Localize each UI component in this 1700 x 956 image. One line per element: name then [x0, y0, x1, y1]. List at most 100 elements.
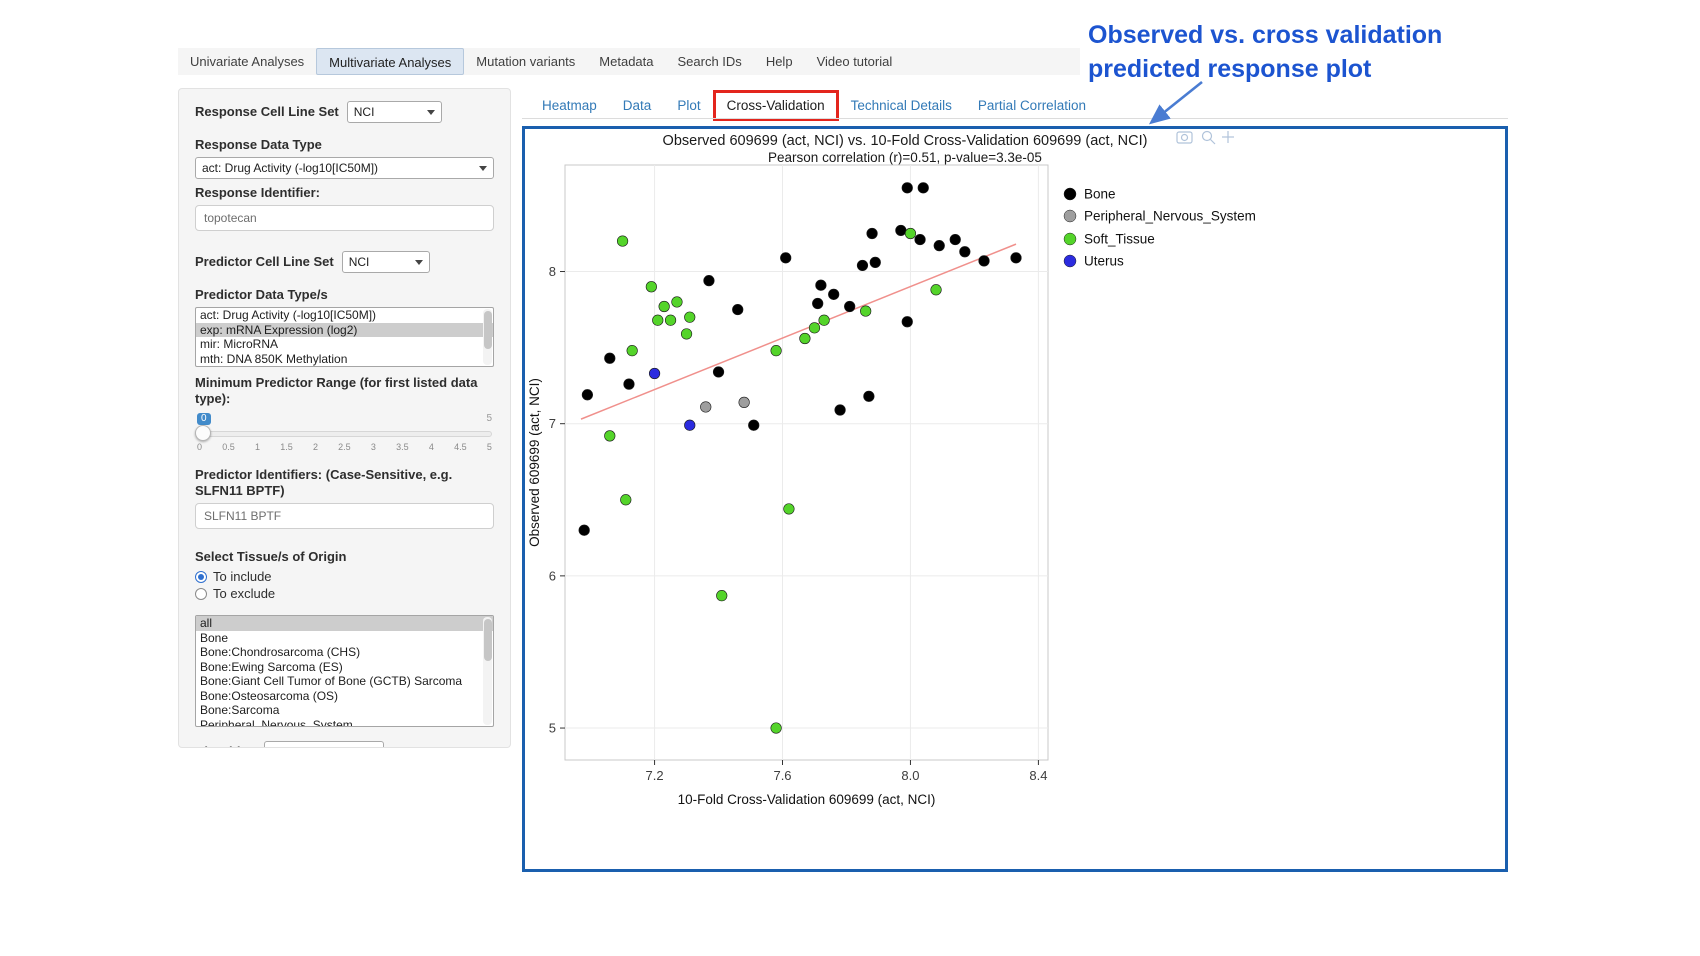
data-point-Bone[interactable] [1010, 252, 1022, 264]
data-point-Bone[interactable] [780, 252, 792, 264]
data-point-Soft_Tissue[interactable] [716, 590, 728, 602]
list-item-mir[interactable]: mir: MicroRNA [200, 337, 278, 351]
data-point-Bone[interactable] [834, 404, 846, 416]
tissue-option-gctb[interactable]: Bone:Giant Cell Tumor of Bone (GCTB) Sar… [200, 674, 463, 688]
tissue-option-bone[interactable]: Bone [200, 630, 229, 645]
tab-cross-validation[interactable]: Cross-Validation [712, 89, 839, 121]
data-point-Soft_Tissue[interactable] [680, 328, 693, 340]
data-point-Soft_Tissue[interactable] [770, 345, 782, 357]
data-point-Bone[interactable] [828, 288, 840, 300]
predictor-cell-line-set-select[interactable]: NCI [341, 251, 430, 273]
camera-icon[interactable] [1176, 131, 1193, 144]
scrollbar-thumb[interactable] [483, 311, 492, 349]
tissue-option-pns[interactable]: Peripheral_Nervous_System [200, 717, 353, 727]
data-point-Soft_Tissue[interactable] [620, 494, 632, 506]
data-point-Soft_Tissue[interactable] [664, 314, 677, 326]
legend-item-Peripheral_Nervous_System[interactable]: Peripheral_Nervous_System [1063, 209, 1256, 224]
tissue-option-es[interactable]: Bone:Ewing Sarcoma (ES) [200, 659, 343, 674]
legend-item-Bone[interactable]: Bone [1063, 187, 1116, 202]
response-data-type-select[interactable]: act: Drug Activity (-log10[IC50M]) [195, 157, 494, 179]
data-point-Soft_Tissue[interactable] [930, 284, 942, 296]
tissue-exclude-radio[interactable]: To exclude [195, 586, 494, 601]
data-point-Bone[interactable] [933, 240, 945, 252]
data-point-Bone[interactable] [748, 419, 760, 431]
data-point-Bone[interactable] [623, 378, 635, 390]
data-point-Bone[interactable] [604, 352, 616, 364]
data-point-Bone[interactable] [815, 279, 827, 291]
legend-item-Uterus[interactable]: Uterus [1063, 254, 1124, 269]
data-point-Soft_Tissue[interactable] [770, 722, 782, 734]
data-point-Soft_Tissue[interactable] [652, 314, 664, 326]
tissue-option-sarcoma[interactable]: Bone:Sarcoma [200, 703, 280, 717]
scrollbar-thumb[interactable] [483, 619, 492, 661]
data-point-Bone[interactable] [866, 227, 878, 240]
data-point-Peripheral_Nervous_System[interactable] [738, 396, 750, 408]
data-point-Bone[interactable] [917, 182, 929, 194]
data-point-Soft_Tissue[interactable] [684, 311, 696, 323]
data-point-Bone[interactable] [914, 233, 926, 246]
data-point-Bone[interactable] [959, 246, 971, 258]
tissue-option-chs[interactable]: Bone:Chondrosarcoma (CHS) [200, 645, 361, 659]
tab-plot[interactable]: Plot [677, 97, 701, 113]
response-cell-line-set-select[interactable]: NCI [346, 101, 442, 123]
zoom-icon[interactable] [1201, 130, 1213, 142]
nav-tab-search-ids[interactable]: Search IDs [677, 54, 742, 69]
min-predictor-range-slider[interactable]: 0 5 0 0.5 1 1.5 2 2.5 3 3.5 4 4.5 5 [195, 413, 492, 459]
data-point-Soft_Tissue[interactable] [604, 430, 616, 442]
data-point-Soft_Tissue[interactable] [904, 227, 917, 240]
data-point-Bone[interactable] [812, 297, 824, 310]
plot-toolbar[interactable] [1176, 130, 1234, 145]
data-point-Bone[interactable] [703, 275, 715, 287]
data-point-Uterus[interactable] [684, 419, 696, 431]
tissue-option-os[interactable]: Bone:Osteosarcoma (OS) [200, 688, 339, 703]
nav-tab-help[interactable]: Help [765, 54, 793, 69]
list-item-act[interactable]: act: Drug Activity (-log10[IC50M]) [200, 308, 377, 322]
nav-tab-mutation-variants[interactable]: Mutation variants [476, 54, 576, 69]
data-point-Bone[interactable] [844, 300, 856, 313]
cross-validation-plot[interactable]: Observed 609699 (act, NCI) vs. 10-Fold C… [525, 129, 1505, 869]
data-point-Soft_Tissue[interactable] [860, 305, 872, 317]
data-point-Bone[interactable] [863, 390, 875, 402]
tab-technical-details[interactable]: Technical Details [850, 97, 952, 113]
data-point-Soft_Tissue[interactable] [671, 296, 683, 308]
nav-tab-metadata[interactable]: Metadata [599, 54, 654, 69]
data-point-Soft_Tissue[interactable] [616, 235, 629, 247]
data-point-Bone[interactable] [869, 256, 881, 268]
data-point-Bone[interactable] [578, 524, 590, 536]
plot-panel[interactable] [564, 164, 1049, 761]
data-point-Bone[interactable] [581, 389, 593, 401]
list-item-mth[interactable]: mth: DNA 850K Methylation [200, 351, 348, 366]
response-identifier-input[interactable] [195, 205, 494, 231]
tissue-include-radio[interactable]: To include [195, 569, 494, 584]
nav-tab-univariate-analyses[interactable]: Univariate Analyses [190, 54, 305, 69]
data-point-Bone[interactable] [895, 224, 907, 237]
list-item-exp[interactable]: exp: mRNA Expression (log2) [196, 322, 493, 337]
data-point-Peripheral_Nervous_System[interactable] [700, 401, 712, 413]
slider-track[interactable] [197, 431, 492, 437]
nav-tab-multivariate-analyses[interactable]: Multivariate Analyses [316, 48, 465, 75]
data-point-Soft_Tissue[interactable] [818, 314, 830, 326]
data-point-Bone[interactable] [978, 255, 990, 267]
data-point-Bone[interactable] [901, 182, 913, 194]
data-point-Bone[interactable] [901, 316, 913, 328]
data-point-Bone[interactable] [856, 259, 869, 272]
nav-tab-video-tutorial[interactable]: Video tutorial [816, 54, 893, 69]
legend-item-Soft_Tissue[interactable]: Soft_Tissue [1063, 232, 1155, 247]
slider-handle[interactable] [195, 425, 211, 441]
tab-partial-correlation[interactable]: Partial Correlation [977, 97, 1086, 113]
data-point-Uterus[interactable] [648, 367, 661, 380]
scrollbar-track[interactable] [483, 617, 492, 725]
predictor-identifiers-input[interactable] [195, 503, 494, 529]
scrollbar-track[interactable] [483, 309, 492, 365]
data-point-Soft_Tissue[interactable] [799, 332, 811, 345]
data-point-Bone[interactable] [732, 303, 744, 316]
tab-heatmap[interactable]: Heatmap [542, 97, 597, 113]
data-point-Soft_Tissue[interactable] [783, 503, 795, 515]
tissue-option-all[interactable]: all [196, 616, 493, 631]
algorithm-select[interactable]: Linear Regression [264, 741, 385, 747]
data-point-Bone[interactable] [712, 366, 725, 378]
data-point-Soft_Tissue[interactable] [645, 281, 657, 293]
data-point-Soft_Tissue[interactable] [808, 322, 821, 334]
data-point-Soft_Tissue[interactable] [658, 300, 670, 313]
data-point-Bone[interactable] [949, 233, 961, 246]
